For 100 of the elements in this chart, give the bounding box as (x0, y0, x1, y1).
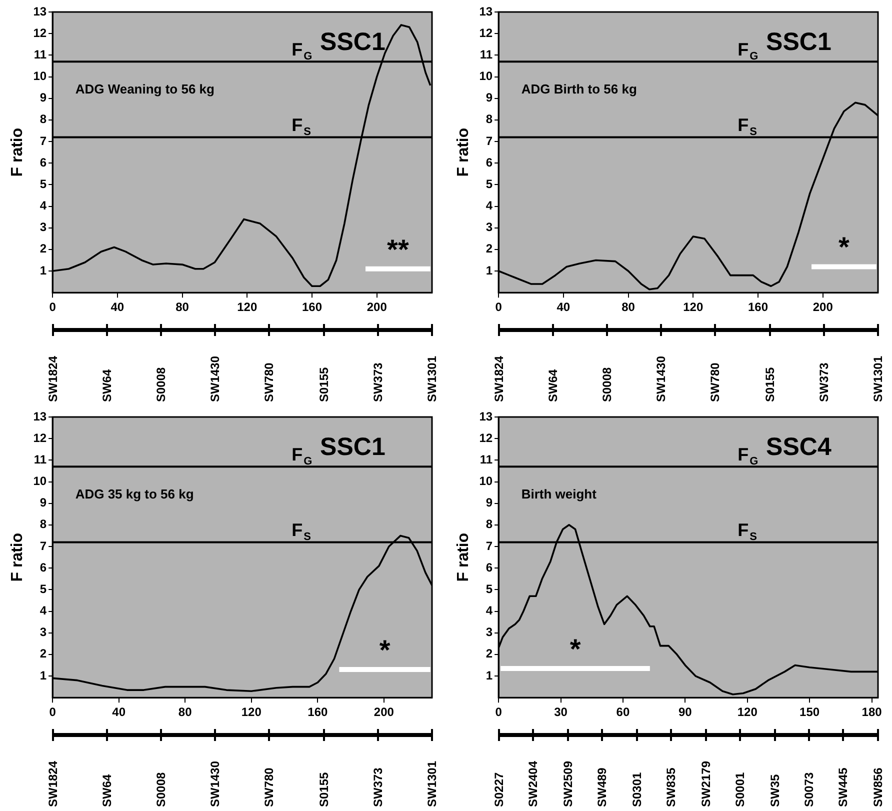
x-tick-label: 80 (176, 300, 190, 314)
x-tick-label: 200 (366, 300, 388, 314)
y-tick-label: 3 (40, 625, 47, 640)
text: S0073 (802, 771, 816, 807)
text: SW1301 (424, 760, 439, 807)
x-tick-label: 40 (112, 705, 126, 720)
text: SW1430 (208, 354, 222, 402)
y-tick-label: 7 (486, 538, 493, 553)
text: SW2179 (698, 760, 712, 807)
x-tick-label: 0 (49, 300, 56, 314)
y-tick-label: 12 (479, 26, 493, 40)
x-tick-label: 180 (862, 705, 882, 720)
text: S0008 (154, 771, 168, 807)
x-tick-label: 200 (374, 705, 394, 720)
text: SW1430 (208, 760, 222, 807)
y-tick-label: 7 (486, 134, 493, 148)
annotation: ADG Birth to 56 kg (521, 81, 637, 96)
y-tick-label: 10 (479, 69, 493, 84)
y-axis-title: F ratio (455, 532, 472, 582)
text: SW780 (708, 362, 722, 402)
x-tick-label: 120 (737, 705, 758, 720)
text: SW373 (370, 766, 385, 807)
y-tick-label: 12 (479, 430, 493, 445)
y-tick-label: 2 (40, 646, 47, 661)
text: SW64 (100, 773, 114, 807)
y-tick-label: 10 (33, 474, 47, 488)
y-tick-label: 11 (480, 452, 493, 466)
text: SW780 (262, 362, 276, 402)
y-tick-label: 10 (33, 69, 47, 84)
y-tick-label: 3 (486, 625, 493, 640)
text: SW2509 (560, 760, 575, 807)
y-axis-title: F ratio (9, 128, 26, 177)
text: SW1301 (870, 354, 885, 402)
y-tick-label: 13 (479, 4, 493, 18)
text: SW780 (262, 766, 276, 807)
y-tick-label: 11 (34, 452, 47, 466)
y-tick-label: 6 (40, 155, 47, 170)
y-tick-label: 4 (40, 604, 47, 618)
y-tick-label: 2 (486, 242, 493, 256)
y-tick-label: 6 (40, 560, 47, 574)
x-tick-label: 60 (616, 705, 630, 720)
x-tick-label: 30 (554, 705, 568, 720)
text: S0301 (630, 771, 644, 807)
y-tick-label: 3 (486, 220, 493, 234)
y-tick-label: 8 (486, 112, 493, 126)
y-tick-label: 5 (486, 582, 493, 596)
annotation: * (570, 633, 581, 664)
y-tick-label: 5 (486, 176, 493, 191)
y-tick-label: 9 (486, 90, 493, 105)
text: SW1824 (492, 354, 506, 402)
annotation: * (838, 232, 850, 263)
y-tick-label: 2 (486, 646, 493, 661)
y-tick-label: 1 (40, 263, 47, 278)
x-tick-label: 0 (49, 705, 56, 720)
text: S0008 (154, 366, 168, 402)
text: SW1824 (46, 760, 60, 807)
y-tick-label: 4 (486, 198, 493, 213)
annotation: Birth weight (521, 486, 598, 502)
y-tick-label: 8 (40, 112, 47, 126)
text: S0155 (316, 771, 331, 807)
y-axis-title: F ratio (455, 128, 472, 177)
y-tick-label: 3 (40, 220, 47, 234)
annotation: SSC4 (766, 432, 832, 461)
y-tick-label: 1 (486, 263, 493, 278)
x-tick-label: 200 (812, 300, 834, 314)
y-tick-label: 4 (486, 604, 493, 618)
x-tick-label: 40 (110, 300, 124, 314)
x-tick-label: 160 (302, 300, 322, 314)
y-tick-label: 7 (40, 134, 47, 148)
x-tick-label: 160 (748, 300, 768, 314)
y-tick-label: 13 (479, 409, 493, 424)
text: SW1301 (424, 354, 439, 402)
y-tick-label: 4 (40, 198, 47, 213)
x-tick-label: 120 (237, 300, 258, 314)
y-tick-label: 5 (40, 176, 47, 191)
y-tick-label: 5 (40, 582, 47, 596)
y-tick-label: 9 (40, 496, 47, 510)
annotation: SSC1 (766, 28, 832, 56)
y-tick-label: 8 (40, 517, 47, 532)
y-tick-label: 13 (33, 409, 47, 424)
y-tick-label: 1 (486, 668, 493, 682)
text: SW35 (768, 773, 782, 807)
text: SW64 (100, 368, 114, 402)
y-tick-label: 6 (486, 155, 493, 170)
x-tick-label: 80 (622, 300, 636, 314)
text: SW373 (816, 362, 831, 402)
text: S0001 (733, 771, 747, 807)
x-tick-label: 120 (683, 300, 704, 314)
text: SW373 (370, 362, 385, 402)
text: S0227 (492, 771, 506, 807)
y-tick-label: 7 (40, 538, 47, 553)
y-tick-label: 9 (486, 496, 493, 510)
x-tick-label: 120 (241, 705, 262, 720)
x-tick-label: 80 (178, 705, 192, 720)
annotation: ADG 35 kg to 56 kg (75, 486, 194, 502)
x-tick-label: 0 (495, 300, 502, 314)
annotation: SSC1 (320, 28, 386, 56)
annotation: ** (387, 234, 409, 265)
x-tick-label: 160 (308, 705, 328, 720)
y-tick-label: 10 (479, 474, 493, 488)
